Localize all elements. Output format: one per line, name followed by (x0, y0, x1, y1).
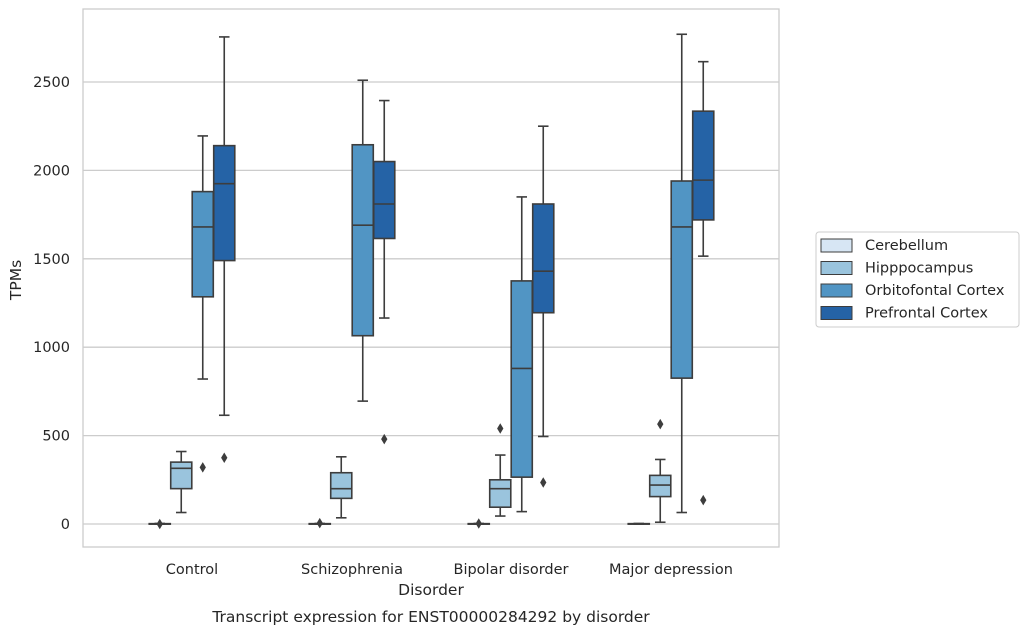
y-tick-label-2000: 2000 (33, 163, 70, 179)
box-body (648, 474, 672, 498)
outlier-point (700, 494, 707, 506)
box-0-2 (467, 518, 491, 529)
box-2-3 (670, 33, 694, 514)
legend-label-0: Cerebellum (865, 238, 948, 254)
legend-swatch-2 (820, 283, 853, 298)
box-2-0 (191, 135, 215, 473)
legend-swatch-0 (820, 238, 853, 253)
box-series (148, 33, 715, 530)
legend-label-1: Hipppocampus (865, 261, 973, 277)
legend-label-3: Prefrontal Cortex (865, 306, 988, 322)
box-3-0 (212, 36, 236, 463)
box-body (372, 160, 396, 240)
y-axis-ticks: 0 500 1000 1500 2000 2500 (33, 75, 70, 533)
legend: Cerebellum Hipppocampus Orbitofontal Corte… (815, 231, 1020, 328)
outlier-point (657, 418, 664, 430)
box-3-2 (531, 125, 555, 488)
box-body (670, 180, 694, 379)
y-tick-label-1000: 1000 (33, 340, 70, 356)
x-tick-label-schizophrenia: Schizophrenia (301, 562, 403, 578)
series-prefrontal-cortex (212, 36, 715, 506)
box-2-1 (351, 79, 375, 402)
box-1-0 (169, 450, 193, 514)
box-1-1 (329, 456, 353, 519)
box-2-2 (510, 196, 534, 513)
x-tick-label-control: Control (166, 562, 218, 578)
box-body (691, 110, 715, 221)
outlier-point (475, 518, 482, 529)
chart-caption: Transcript expression for ENST0000028429… (211, 608, 650, 626)
box-body (212, 144, 236, 262)
box-body (488, 478, 512, 509)
y-tick-label-0: 0 (61, 517, 70, 533)
x-axis-ticks: Control Schizophrenia Bipolar disorder Majo… (166, 562, 733, 578)
legend-label-2: Orbitofontal Cortex (865, 283, 1005, 299)
x-axis-title: Disorder (398, 581, 464, 599)
outlier-point (497, 423, 504, 434)
series-hipppocampus (169, 418, 672, 524)
outlier-point (381, 433, 388, 445)
box-body (531, 203, 555, 314)
legend-frame (815, 231, 1020, 328)
box-1-3 (648, 418, 672, 524)
outlier-point (316, 517, 323, 529)
x-tick-label-major-depression: Major depression (609, 562, 733, 578)
outlier-point (156, 518, 163, 530)
y-tick-label-500: 500 (42, 429, 70, 445)
box-0-3 (627, 522, 651, 525)
box-body (510, 280, 534, 478)
legend-swatch-1 (820, 261, 853, 275)
box-3-1 (372, 99, 396, 445)
y-axis-title: TPMs (7, 260, 25, 301)
series-cerebellum (148, 517, 651, 530)
box-1-2 (488, 423, 512, 517)
box-body (329, 471, 353, 500)
series-orbitofontal-cortex (191, 33, 694, 514)
box-body (351, 143, 375, 337)
box-0-0 (148, 518, 172, 530)
legend-swatch-3 (820, 306, 853, 320)
outlier-point (540, 477, 547, 488)
box-body (191, 190, 215, 298)
box-0-1 (308, 517, 332, 529)
box-3-3 (691, 60, 715, 506)
plot-frame (82, 8, 780, 548)
box-body (169, 461, 193, 490)
y-tick-label-2500: 2500 (33, 75, 70, 91)
outlier-point (221, 452, 228, 463)
x-tick-label-bipolar-disorder: Bipolar disorder (454, 562, 569, 578)
outlier-point (199, 462, 206, 473)
y-tick-label-1500: 1500 (33, 252, 70, 268)
